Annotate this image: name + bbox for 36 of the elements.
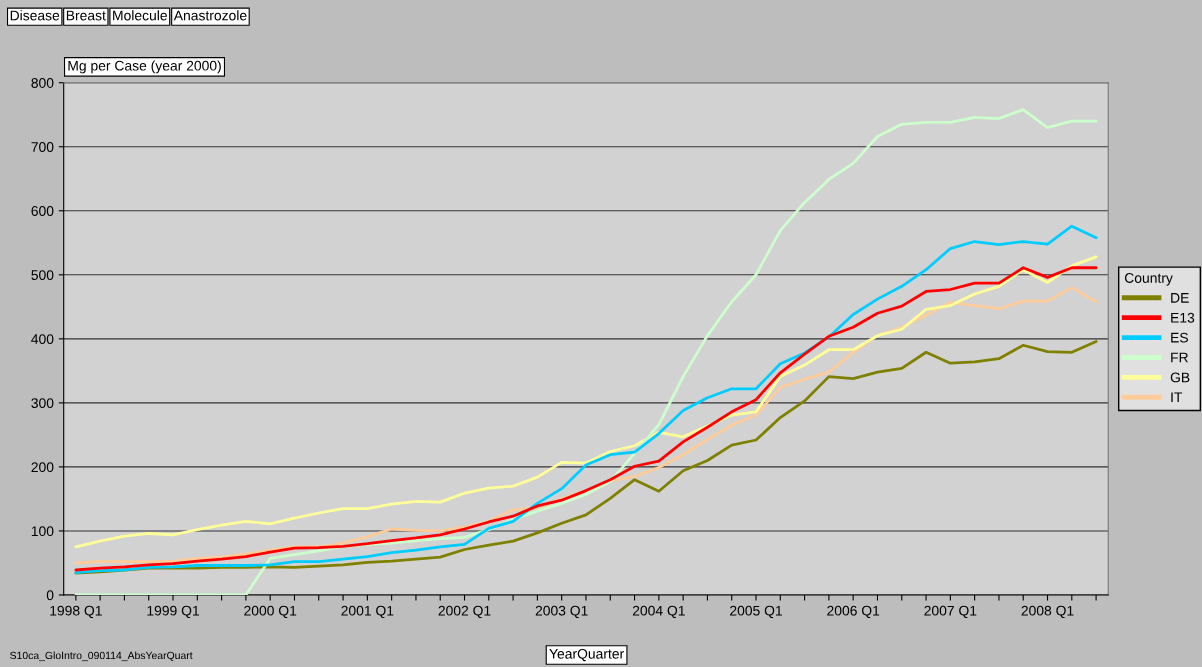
legend-label: DE — [1171, 293, 1189, 303]
line-series — [74, 340, 1098, 575]
legend-label: IT — [1171, 392, 1183, 403]
text: Molecule — [113, 10, 167, 21]
x-tick-label: 1999 Q1 — [147, 605, 199, 619]
y-tick-label: 200 — [31, 462, 54, 473]
text: Breast — [66, 10, 106, 21]
legend-label: E13 — [1171, 312, 1195, 323]
x-tick-label: 2005 Q1 — [730, 605, 782, 619]
x-tick-label: 2006 Q1 — [827, 605, 880, 619]
y-tick-label: 300 — [31, 398, 54, 409]
x-tick-label: 2003 Q1 — [535, 605, 588, 619]
legend-title: Country — [1124, 273, 1173, 286]
x-tick-label: 2000 Q1 — [244, 605, 297, 619]
y-tick-label: 400 — [31, 334, 54, 345]
y-tick-label: 700 — [31, 142, 54, 152]
text: Anastrozole — [173, 10, 247, 21]
line-series — [74, 108, 1098, 595]
x-tick-label: 2001 Q1 — [341, 605, 394, 619]
text: S10ca_GloIntro_090114_AbsYearQuart — [10, 651, 193, 662]
y-tick-label: 100 — [31, 526, 54, 537]
x-tick-label: 2002 Q1 — [438, 605, 491, 619]
x-tick-label: 1998 Q1 — [50, 605, 102, 619]
y-tick-label: 500 — [31, 270, 54, 280]
y-tick-label: 600 — [31, 206, 54, 216]
legend-label: ES — [1171, 332, 1188, 343]
x-axis-title: YearQuarter — [549, 648, 624, 662]
legend-label: FR — [1171, 352, 1188, 363]
y-tick-label: 0 — [46, 590, 54, 601]
x-tick-label: 2008 Q1 — [1021, 605, 1074, 619]
legend-label: GB — [1170, 372, 1190, 383]
x-tick-label: 2004 Q1 — [632, 605, 685, 619]
text: Disease — [10, 10, 60, 21]
y-tick-label: 800 — [31, 78, 54, 88]
x-tick-label: 2007 Q1 — [924, 605, 977, 619]
y-axis-title: Mg per Case (year 2000) — [68, 60, 221, 74]
